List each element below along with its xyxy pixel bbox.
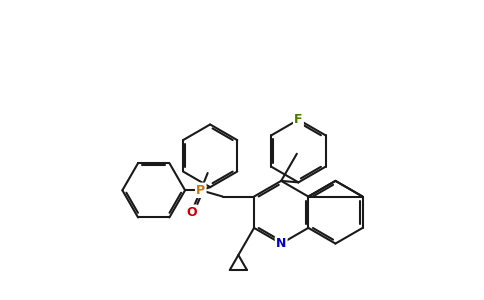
- Text: P: P: [196, 184, 205, 197]
- Text: N: N: [276, 237, 287, 250]
- Text: F: F: [294, 113, 302, 126]
- Text: O: O: [186, 206, 197, 219]
